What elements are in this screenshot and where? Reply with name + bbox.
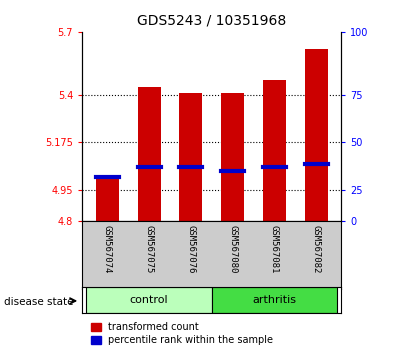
Bar [96, 175, 119, 221]
Text: GSM567074: GSM567074 [103, 225, 112, 273]
Bar [138, 87, 161, 221]
Title: GDS5243 / 10351968: GDS5243 / 10351968 [137, 14, 286, 28]
Bar [305, 49, 328, 221]
Bar [212, 287, 337, 313]
Text: GSM567075: GSM567075 [145, 225, 154, 273]
Bar [263, 80, 286, 221]
Text: GSM567081: GSM567081 [270, 225, 279, 273]
Text: disease state: disease state [4, 297, 74, 307]
Text: arthritis: arthritis [252, 295, 296, 305]
Text: control: control [130, 295, 169, 305]
Bar [221, 93, 244, 221]
Legend: transformed count, percentile rank within the sample: transformed count, percentile rank withi… [87, 319, 277, 349]
Bar [179, 93, 202, 221]
Text: GSM567082: GSM567082 [312, 225, 321, 273]
Bar [86, 287, 212, 313]
Text: GSM567076: GSM567076 [186, 225, 195, 273]
Text: GSM567080: GSM567080 [228, 225, 237, 273]
